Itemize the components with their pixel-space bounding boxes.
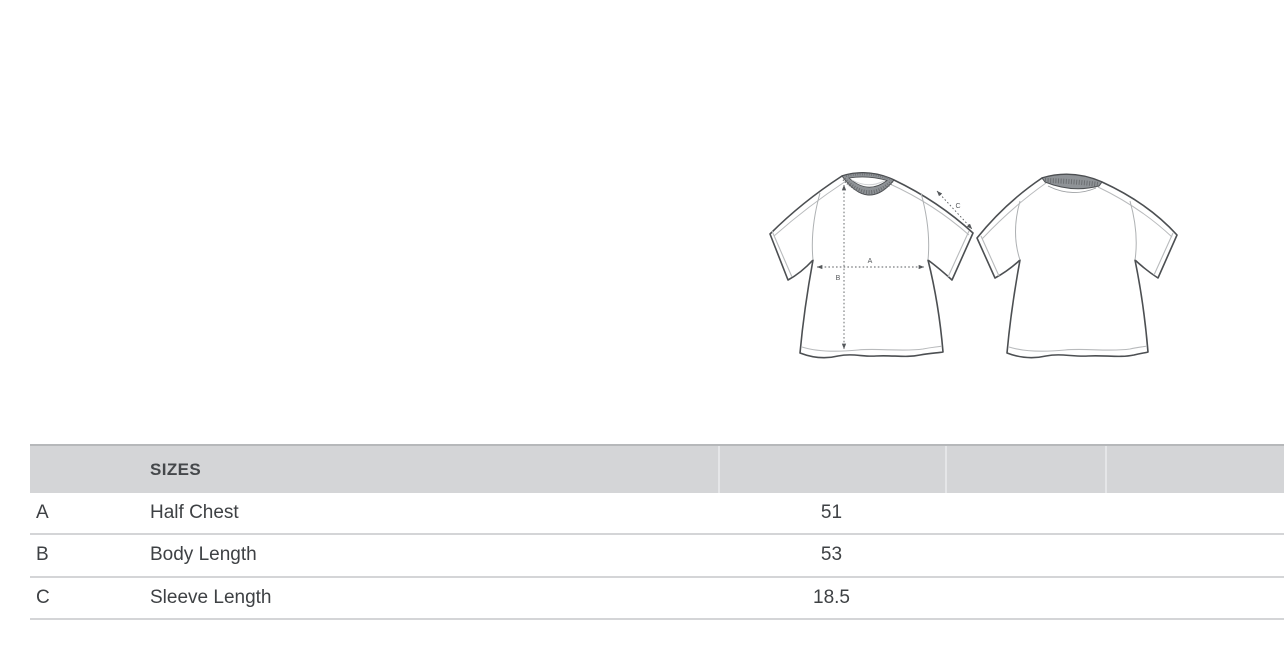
back-hem-stitch <box>1008 345 1148 352</box>
back-right-cuff-stitch <box>1153 232 1174 276</box>
back-neck-seam <box>1047 185 1097 193</box>
back-left-armhole-seam <box>1015 200 1021 261</box>
front-left-armhole-seam <box>811 192 821 261</box>
size-table: SIZES A Half Chest 51 B Body Length 53 C… <box>30 444 1284 620</box>
table-row-half-chest: A Half Chest 51 <box>30 493 1284 536</box>
measure-label-a: A <box>868 258 873 265</box>
measurement-line-b: B <box>836 184 847 350</box>
row-label: Sleeve Length <box>150 586 272 608</box>
measurement-line-c: C <box>936 190 973 230</box>
row-value: 53 <box>820 544 843 566</box>
back-right-shoulder-stitch <box>1097 186 1173 238</box>
row-key: B <box>36 544 49 566</box>
front-right-cuff-stitch <box>947 230 970 278</box>
back-right-armhole-seam <box>1129 200 1137 261</box>
front-right-armhole-seam <box>920 192 930 261</box>
measurement-line-a: A <box>816 258 925 270</box>
row-value: 51 <box>820 502 843 524</box>
back-left-shoulder-stitch <box>981 182 1047 240</box>
size-table-title: SIZES <box>150 459 202 479</box>
size-table-header: SIZES <box>30 444 1284 493</box>
measure-label-c: C <box>955 203 960 210</box>
row-value: 18.5 <box>813 586 850 608</box>
row-label: Half Chest <box>150 502 239 524</box>
row-key: A <box>36 502 49 524</box>
header-column-divider <box>718 446 720 493</box>
front-hem-stitch <box>801 345 943 352</box>
table-row-body-length: B Body Length 53 <box>30 535 1284 578</box>
header-column-divider <box>945 446 947 493</box>
front-left-cuff-stitch <box>771 230 793 278</box>
front-left-shoulder-stitch <box>773 180 847 237</box>
table-row-sleeve-length: C Sleeve Length 18.5 <box>30 578 1284 620</box>
tshirt-measurement-diagram: A B C <box>758 149 1188 381</box>
back-collar-rib-texture <box>1044 178 1100 187</box>
tshirt-back-view <box>976 173 1178 359</box>
front-body-outline <box>769 172 974 359</box>
measure-label-b: B <box>836 275 841 282</box>
back-body-outline <box>976 173 1178 359</box>
row-key: C <box>36 586 50 608</box>
front-inner-neck-seam <box>851 179 885 186</box>
header-column-divider <box>1105 446 1107 493</box>
front-collar-rib-texture <box>842 177 894 195</box>
row-label: Body Length <box>150 544 257 566</box>
tshirt-sketch-svg: A B C <box>769 172 1178 359</box>
tshirt-front-view: A B C <box>769 172 974 359</box>
front-collar-opening <box>848 176 888 188</box>
back-left-cuff-stitch <box>980 235 1000 277</box>
